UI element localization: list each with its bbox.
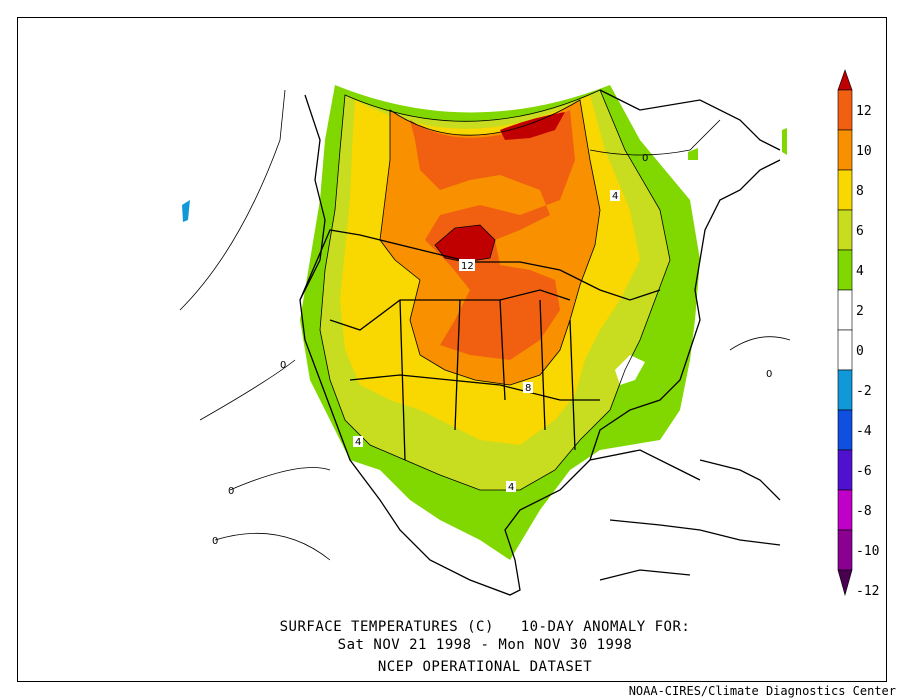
colorbar-segment bbox=[837, 129, 853, 171]
credit-label: NOAA-CIRES/Climate Diagnostics Center bbox=[628, 684, 896, 698]
colorbar: 12 10 8 6 4 2 0 -2 -4 -6 -8 -10 -12 bbox=[837, 69, 879, 599]
contour-label-8: 8 bbox=[525, 383, 531, 394]
anomaly-fill bbox=[300, 85, 700, 560]
contour-label-4-s: 4 bbox=[508, 482, 514, 493]
colorbar-segment bbox=[837, 369, 853, 411]
colorbar-segment bbox=[837, 329, 853, 371]
map-title: SURFACE TEMPERATURES (C) 10-DAY ANOMALY … bbox=[279, 619, 691, 635]
region-ge12-north bbox=[500, 112, 565, 140]
map-date-range: Sat NOV 21 1998 - Mon NOV 30 1998 bbox=[337, 637, 633, 653]
colorbar-tick-label: -6 bbox=[856, 464, 872, 479]
contour-label-0-d: 0 bbox=[212, 536, 218, 547]
colorbar-arrow-top bbox=[837, 69, 853, 91]
colorbar-tick-label: -10 bbox=[856, 544, 879, 559]
green-patch-northeast bbox=[688, 148, 698, 160]
colorbar-tick-label: -8 bbox=[856, 504, 872, 519]
colorbar-tick-label: 6 bbox=[856, 224, 864, 239]
contour-label-0-a: 0 bbox=[642, 153, 648, 164]
colorbar-tick-label: 8 bbox=[856, 184, 864, 199]
colorbar-segment bbox=[837, 529, 853, 571]
dataset-label: NCEP OPERATIONAL DATASET bbox=[377, 659, 593, 675]
colorbar-tick-label: 2 bbox=[856, 304, 864, 319]
contour-lines bbox=[179, 89, 791, 561]
colorbar-tick-label: 0 bbox=[856, 344, 864, 359]
colorbar-segment bbox=[837, 409, 853, 451]
colorbar-tick-label: -4 bbox=[856, 424, 872, 439]
colorbar-tick-label: -2 bbox=[856, 384, 872, 399]
colorbar-segment bbox=[837, 289, 853, 331]
colorbar-tick-label: -12 bbox=[856, 584, 879, 599]
contour-label-4-ne: 4 bbox=[612, 191, 618, 202]
green-patch-east bbox=[782, 128, 787, 155]
blue-patch-west bbox=[182, 200, 190, 222]
region-ge12-center bbox=[435, 225, 495, 262]
contour-label-12: 12 bbox=[461, 261, 474, 272]
contour-label-0-c: 0 bbox=[228, 486, 234, 497]
colorbar-tick-label: 10 bbox=[856, 144, 872, 159]
region-10-12 bbox=[410, 110, 575, 360]
colorbar-arrow-bottom bbox=[837, 569, 853, 597]
colorbar-segment bbox=[837, 249, 853, 291]
contour-label-0-e: 0 bbox=[766, 369, 772, 380]
colorbar-segment bbox=[837, 89, 853, 131]
colorbar-segment bbox=[837, 449, 853, 491]
colorbar-segment bbox=[837, 489, 853, 531]
colorbar-tick-label: 12 bbox=[856, 104, 872, 119]
colorbar-tick-label: 4 bbox=[856, 264, 864, 279]
contour-label-0-b: 0 bbox=[280, 360, 286, 371]
coastlines bbox=[299, 89, 781, 596]
contour-label-4-sw: 4 bbox=[355, 437, 361, 448]
plot-frame bbox=[17, 17, 887, 682]
colorbar-segment bbox=[837, 209, 853, 251]
contour-labels: 12 8 4 4 4 0 0 0 0 0 bbox=[212, 153, 772, 547]
colorbar-segment bbox=[837, 169, 853, 211]
